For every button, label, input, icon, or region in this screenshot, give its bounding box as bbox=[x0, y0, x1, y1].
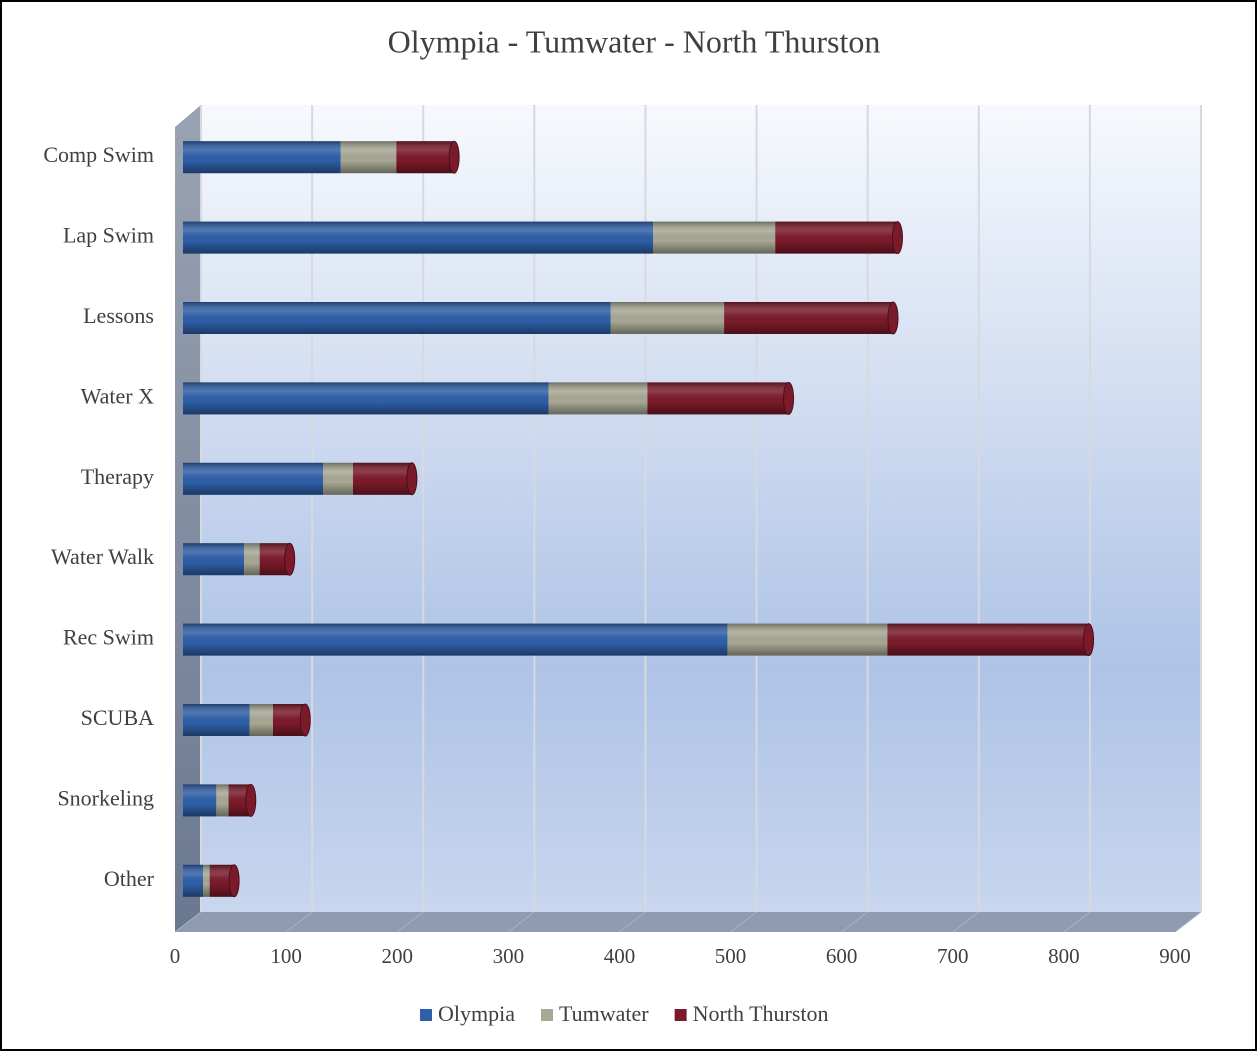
bar-shade bbox=[353, 462, 412, 495]
bar-shade bbox=[724, 302, 893, 334]
grid-line bbox=[619, 911, 646, 933]
bar-shade bbox=[610, 302, 725, 334]
bar-shade bbox=[183, 784, 217, 817]
bar-shade bbox=[183, 141, 341, 174]
bar-cap bbox=[891, 221, 903, 255]
legend-label: Tumwater bbox=[559, 1001, 649, 1026]
bar-shade bbox=[216, 784, 229, 817]
chart-title: Olympia - Tumwater - North Thurston bbox=[388, 23, 881, 59]
bar-cap bbox=[783, 381, 795, 415]
bar-shade bbox=[183, 704, 250, 736]
y-tick-label: Snorkeling bbox=[57, 785, 154, 810]
bar-shade bbox=[183, 543, 245, 576]
legend-swatch bbox=[420, 1009, 432, 1021]
y-tick-label: Comp Swim bbox=[43, 142, 154, 167]
bar-shade bbox=[183, 462, 323, 495]
bar-cap bbox=[299, 703, 311, 737]
y-tick-label: Rec Swim bbox=[63, 625, 154, 650]
y-tick-label: SCUBA bbox=[81, 705, 154, 730]
legend-swatch bbox=[674, 1009, 687, 1021]
bar-cap bbox=[245, 783, 257, 817]
grid-line bbox=[1174, 911, 1202, 933]
legend-swatch bbox=[541, 1009, 553, 1021]
grid-line bbox=[730, 911, 757, 933]
bar-shade bbox=[323, 462, 353, 495]
bar-cap bbox=[887, 301, 899, 335]
y-tick-label: Lap Swim bbox=[63, 223, 154, 248]
floor bbox=[175, 912, 1201, 932]
x-tick-label: 400 bbox=[604, 944, 636, 968]
grid-line bbox=[841, 911, 868, 933]
bar-shade bbox=[203, 864, 210, 897]
grid-line bbox=[396, 911, 424, 933]
y-tick-label: Water X bbox=[81, 383, 154, 408]
bar-shade bbox=[183, 382, 549, 415]
bar-shade bbox=[244, 543, 260, 576]
grid-line bbox=[285, 911, 313, 933]
bar-shade bbox=[727, 623, 888, 656]
bar-cap bbox=[406, 462, 418, 496]
bar-cap bbox=[284, 542, 296, 576]
grid-line bbox=[508, 911, 535, 933]
bar-shade bbox=[775, 221, 898, 254]
y-tick-label: Other bbox=[104, 866, 155, 891]
y-tick-label: Therapy bbox=[81, 464, 154, 489]
bar-shade bbox=[548, 382, 648, 415]
bar-shade bbox=[396, 141, 455, 174]
bar-shade bbox=[183, 221, 653, 254]
grid-line bbox=[952, 911, 980, 933]
x-tick-label: 600 bbox=[826, 944, 858, 968]
grid-line bbox=[174, 911, 202, 933]
x-tick-label: 200 bbox=[381, 944, 413, 968]
y-tick-label: Water Walk bbox=[51, 544, 154, 569]
bar-shade bbox=[887, 623, 1089, 656]
bar-shade bbox=[647, 382, 789, 415]
bar-shade bbox=[653, 221, 776, 254]
bar-shade bbox=[249, 704, 273, 736]
bar-shade bbox=[183, 302, 611, 334]
bar-shade bbox=[228, 784, 251, 817]
bar-shade bbox=[183, 623, 728, 656]
x-tick-label: 500 bbox=[715, 944, 747, 968]
legend-label: North Thurston bbox=[693, 1001, 829, 1026]
bar-shade bbox=[340, 141, 397, 174]
bar-cap bbox=[1083, 623, 1095, 657]
legend-label: Olympia bbox=[438, 1001, 515, 1026]
grid-line bbox=[1063, 911, 1091, 933]
x-tick-label: 800 bbox=[1048, 944, 1080, 968]
bar-shade bbox=[183, 864, 203, 897]
x-tick-label: 700 bbox=[937, 944, 969, 968]
bar-cap bbox=[228, 864, 240, 898]
x-tick-label: 100 bbox=[270, 944, 302, 968]
x-tick-label: 900 bbox=[1159, 944, 1191, 968]
x-tick-label: 300 bbox=[493, 944, 525, 968]
y-tick-label: Lessons bbox=[83, 303, 154, 328]
bar-cap bbox=[448, 140, 460, 174]
x-tick-label: 0 bbox=[170, 944, 181, 968]
